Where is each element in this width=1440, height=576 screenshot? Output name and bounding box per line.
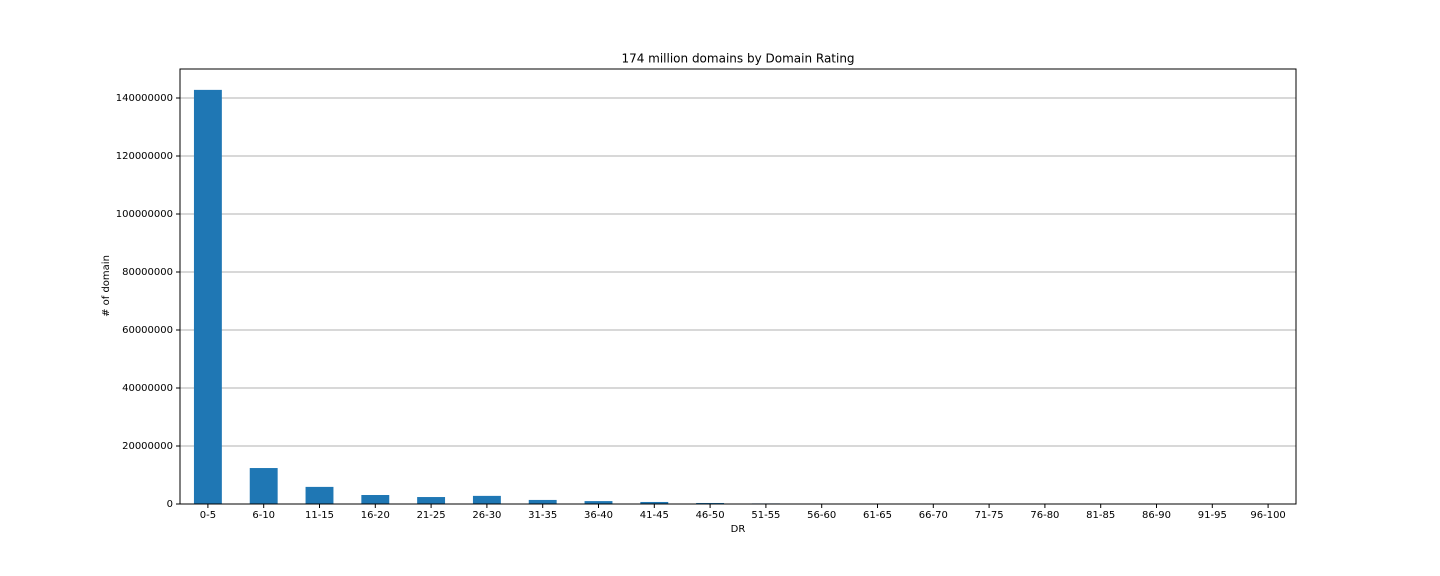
x-tick-label: 26-30 [472, 510, 501, 521]
bar [305, 486, 334, 504]
x-tick-label: 51-55 [751, 510, 780, 521]
y-tick-label: 20000000 [122, 441, 173, 452]
bar [472, 495, 501, 504]
bar [249, 468, 278, 504]
bar [417, 497, 446, 504]
x-tick-label: 41-45 [640, 510, 669, 521]
y-tick-label: 120000000 [116, 151, 173, 162]
x-axis-label: DR [731, 524, 746, 535]
x-tick-label: 91-95 [1198, 510, 1227, 521]
x-tick-label: 81-85 [1086, 510, 1115, 521]
bar [193, 89, 222, 504]
y-tick-label: 100000000 [116, 209, 173, 220]
x-tick-label: 96-100 [1250, 510, 1285, 521]
x-tick-label: 31-35 [528, 510, 557, 521]
x-tick-label: 56-60 [807, 510, 836, 521]
x-tick-label: 76-80 [1030, 510, 1059, 521]
y-tick-label: 140000000 [116, 93, 173, 104]
plot-frame [179, 68, 1297, 505]
bar [528, 499, 557, 504]
x-tick-label: 0-5 [200, 510, 216, 521]
x-tick-label: 66-70 [919, 510, 948, 521]
y-axis-label: # of domain [101, 255, 112, 317]
x-tick-label: 11-15 [305, 510, 334, 521]
x-tick-label: 16-20 [361, 510, 390, 521]
x-tick-label: 36-40 [584, 510, 613, 521]
y-tick-label: 80000000 [122, 267, 173, 278]
x-tick-label: 6-10 [252, 510, 275, 521]
bar [696, 502, 725, 504]
bar [361, 495, 390, 504]
y-tick-label: 40000000 [122, 383, 173, 394]
y-tick-label: 60000000 [122, 325, 173, 336]
bar [640, 501, 669, 504]
x-tick-label: 71-75 [975, 510, 1004, 521]
x-tick-label: 21-25 [417, 510, 446, 521]
x-tick-label: 86-90 [1142, 510, 1171, 521]
chart-title: 174 million domains by Domain Rating [621, 52, 854, 66]
bar [584, 501, 613, 504]
x-tick-label: 46-50 [696, 510, 725, 521]
x-tick-label: 61-65 [863, 510, 892, 521]
y-tick-label: 0 [167, 499, 173, 510]
